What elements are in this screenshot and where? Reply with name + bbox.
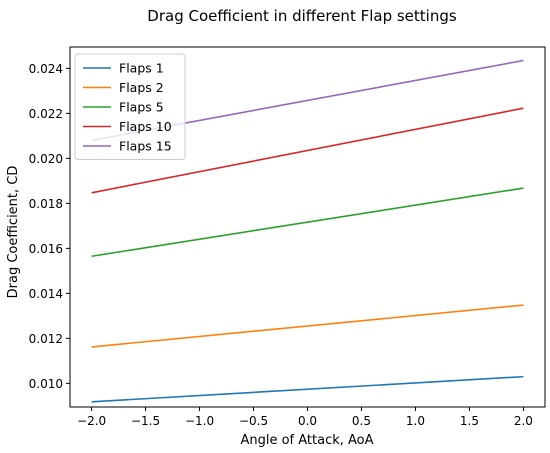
legend-box bbox=[74, 53, 186, 160]
y-tick-label: 0.018 bbox=[29, 197, 63, 211]
y-ticks: 0.010 0.012 0.014 0.016 0.018 0.020 0.022 0.024 bbox=[29, 62, 70, 391]
y-axis-label: Drag Coefficient, CD bbox=[6, 166, 21, 299]
y-tick-label: 0.022 bbox=[29, 107, 63, 121]
x-tick-label: 2.0 bbox=[514, 414, 533, 428]
x-tick-label: 0.5 bbox=[352, 414, 371, 428]
legend-label: Flaps 15 bbox=[119, 139, 172, 154]
x-tick-label: 1.5 bbox=[460, 414, 479, 428]
legend-label: Flaps 2 bbox=[119, 80, 164, 95]
legend-label: Flaps 5 bbox=[119, 100, 164, 115]
series-line-3 bbox=[91, 187, 524, 258]
y-tick-label: 0.020 bbox=[29, 152, 63, 166]
legend-label: Flaps 10 bbox=[119, 119, 172, 134]
x-tick-label: −1.5 bbox=[131, 414, 160, 428]
legend: Flaps 1 Flaps 2 Flaps 5 Flaps 10 Flaps 15 bbox=[74, 53, 186, 160]
x-tick-label: 0.0 bbox=[298, 414, 317, 428]
y-tick-label: 0.010 bbox=[29, 377, 63, 391]
y-tick-label: 0.016 bbox=[29, 242, 63, 256]
series-line-1 bbox=[91, 375, 524, 403]
y-tick-label: 0.012 bbox=[29, 332, 63, 346]
x-axis-label: Angle of Attack, AoA bbox=[240, 433, 373, 448]
series-line-2 bbox=[91, 304, 524, 348]
x-tick-label: −0.5 bbox=[239, 414, 268, 428]
chart-title: Drag Coefficient in different Flap setti… bbox=[147, 7, 457, 25]
legend-label: Flaps 1 bbox=[119, 61, 164, 76]
series-line-4 bbox=[91, 107, 524, 194]
x-tick-label: −1.0 bbox=[185, 414, 214, 428]
y-tick-label: 0.024 bbox=[29, 62, 63, 76]
x-tick-label: −2.0 bbox=[77, 414, 106, 428]
x-ticks: −2.0 −1.5 −1.0 −0.5 0.0 0.5 1.0 1.5 2.0 bbox=[77, 407, 533, 428]
x-tick-label: 1.0 bbox=[406, 414, 425, 428]
y-tick-label: 0.014 bbox=[29, 287, 63, 301]
